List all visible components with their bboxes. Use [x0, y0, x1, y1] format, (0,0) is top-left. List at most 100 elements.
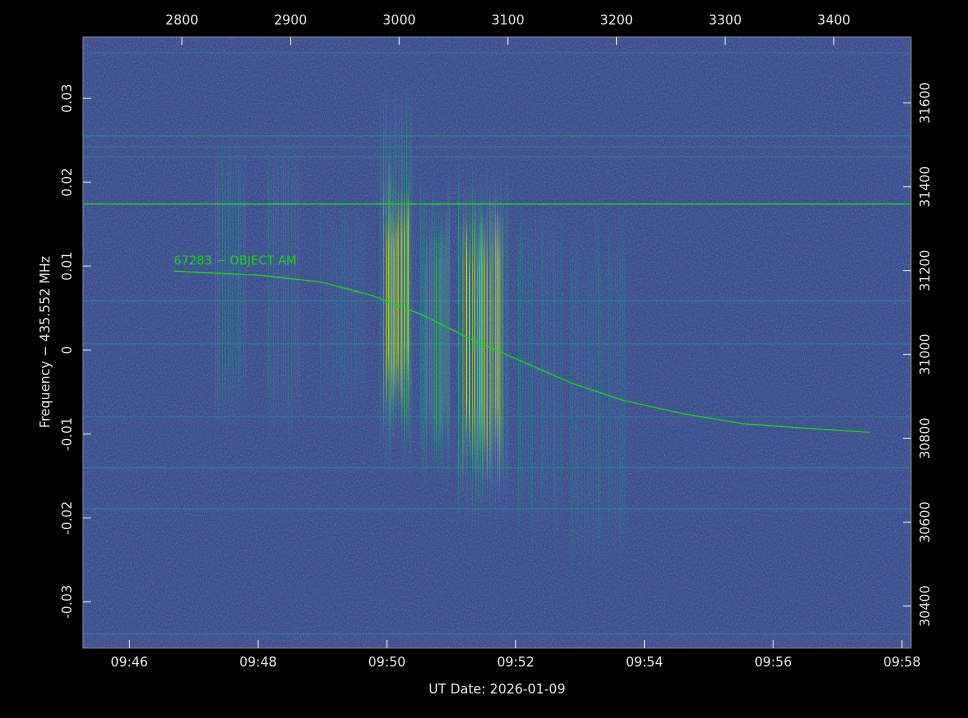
signal-streak: [500, 156, 502, 511]
x2-tick-label: 3300: [709, 14, 742, 29]
signal-streak: [584, 219, 586, 593]
signal-streak: [544, 219, 546, 542]
signal-streak: [442, 194, 444, 492]
signal-streak: [445, 202, 447, 434]
signal-streak: [482, 205, 484, 494]
signal-streak: [385, 78, 387, 481]
y2-tick-label: 30800: [919, 418, 934, 459]
signal-streak: [605, 204, 607, 583]
signal-streak: [389, 159, 391, 447]
signal-streak: [348, 199, 350, 417]
signal-streak: [270, 144, 272, 446]
signal-streak: [383, 160, 385, 436]
signal-streak: [398, 82, 400, 456]
signal-streak: [560, 198, 562, 521]
signal-streak: [484, 209, 486, 472]
y-tick-label: -0.03: [61, 585, 76, 619]
signal-streak: [292, 110, 295, 430]
signal-streak: [441, 202, 443, 460]
signal-streak: [320, 170, 322, 437]
signal-streak: [557, 207, 559, 554]
signal-streak: [294, 134, 296, 430]
signal-streak: [519, 187, 521, 522]
signal-streak: [550, 197, 552, 529]
signal-streak: [595, 190, 597, 567]
signal-streak: [542, 186, 544, 528]
signal-streak: [483, 220, 485, 462]
signal-streak: [408, 163, 410, 446]
signal-streak: [462, 176, 465, 501]
x2-tick-label: 2900: [274, 14, 307, 29]
signal-streak: [522, 191, 524, 541]
signal-streak: [462, 204, 464, 496]
x-tick-label: 09:56: [754, 656, 791, 671]
signal-streak: [597, 191, 600, 578]
signal-streak: [489, 239, 491, 466]
signal-streak: [491, 202, 493, 498]
signal-streak: [502, 182, 504, 523]
signal-streak: [507, 153, 509, 505]
y2-tick-label: 31200: [919, 250, 934, 291]
signal-streak: [577, 213, 579, 572]
y-tick-label: 0.03: [61, 84, 76, 113]
signal-streak: [534, 186, 537, 556]
signal-streak: [433, 184, 435, 486]
signal-streak: [480, 202, 483, 455]
y-tick-label: 0.02: [61, 168, 76, 197]
signal-streak: [494, 182, 496, 472]
noise-band: [83, 52, 911, 54]
signal-streak: [388, 211, 390, 385]
plot-overlay: 67283 − OBJECT AM: [83, 203, 911, 433]
signal-streak: [237, 136, 240, 418]
signal-streak: [590, 225, 592, 563]
signal-streak: [268, 134, 270, 430]
signal-streak: [612, 222, 614, 588]
signal-streak: [610, 205, 612, 556]
signal-streak: [492, 202, 494, 452]
signal-streak: [552, 197, 554, 526]
signal-streak: [468, 239, 470, 453]
signal-streak: [537, 207, 539, 537]
signal-streak: [431, 168, 433, 484]
signal-streak: [466, 175, 468, 531]
signal-streak: [355, 189, 358, 423]
signal-streak: [476, 200, 478, 502]
x-tick-label: 09:48: [239, 656, 276, 671]
prediction-curve: [173, 270, 870, 433]
signal-streak: [518, 216, 520, 551]
signal-streak: [439, 196, 442, 481]
y2-tick-label: 31400: [919, 166, 934, 207]
signal-streak: [439, 228, 441, 455]
signal-streak: [242, 140, 245, 417]
y-tick-label: 0.01: [61, 252, 76, 281]
signal-streak: [426, 183, 428, 492]
signal-streak: [428, 183, 431, 465]
x-tick-label: 09:46: [111, 656, 148, 671]
signal-streak: [390, 105, 392, 475]
signal-streak: [430, 203, 432, 456]
y2-tick-label: 30400: [919, 585, 934, 626]
noise-band: [83, 416, 911, 418]
signal-streak: [380, 86, 382, 472]
signal-streak: [232, 157, 234, 433]
signal-streak: [546, 200, 549, 521]
signal-streak: [391, 205, 393, 409]
signal-streak: [477, 175, 480, 539]
y2-tick-label: 31000: [919, 334, 934, 375]
signal-streak: [447, 208, 449, 456]
signal-streak: [354, 206, 356, 408]
signal-streak: [323, 170, 325, 437]
x2-tick-label: 3200: [600, 14, 633, 29]
signal-streak: [280, 114, 282, 453]
noise-band: [83, 343, 911, 345]
signal-streak: [495, 204, 497, 450]
signal-streak: [333, 174, 335, 437]
signal-streak: [614, 212, 617, 581]
noise-band: [83, 156, 911, 158]
signal-streak: [570, 204, 572, 582]
signal-streak: [428, 219, 431, 440]
signal-streak: [407, 186, 409, 389]
signal-streak: [464, 185, 466, 476]
signal-streak: [363, 200, 365, 415]
